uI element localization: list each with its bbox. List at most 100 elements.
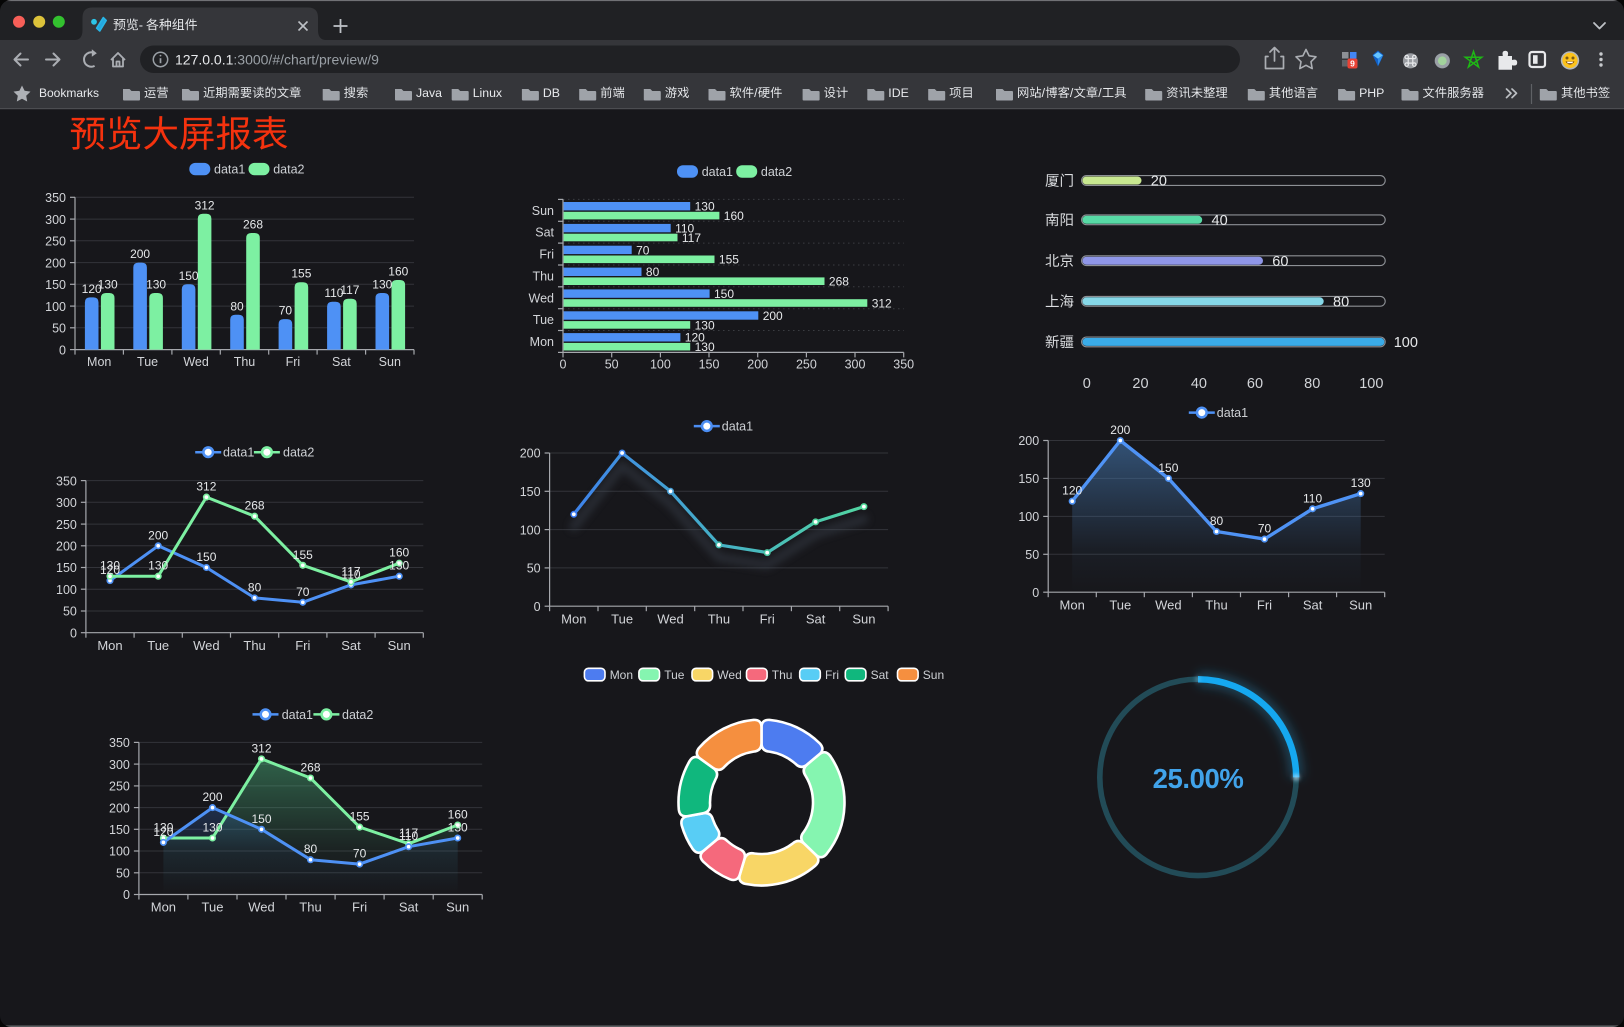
svg-text:70: 70: [296, 585, 310, 599]
svg-text:312: 312: [251, 741, 271, 755]
svg-text:100: 100: [56, 583, 77, 597]
svg-text:150: 150: [251, 812, 271, 826]
svg-text:Thu: Thu: [234, 355, 256, 369]
svg-text:50: 50: [527, 562, 541, 576]
svg-text:Mon: Mon: [530, 335, 554, 349]
svg-text:Wed: Wed: [717, 668, 741, 682]
svg-text:130: 130: [98, 278, 118, 292]
svg-text:Sun: Sun: [446, 900, 469, 915]
svg-text:data1: data1: [214, 163, 245, 177]
svg-text:Sat: Sat: [332, 355, 351, 369]
svg-text:DB: DB: [543, 86, 560, 100]
svg-text:150: 150: [109, 823, 130, 837]
svg-text:Tue: Tue: [1109, 597, 1131, 612]
svg-text:350: 350: [893, 358, 914, 372]
svg-text:data1: data1: [722, 420, 753, 434]
svg-text:Thu: Thu: [532, 269, 554, 283]
svg-text:300: 300: [56, 496, 77, 510]
svg-text:data2: data2: [342, 708, 373, 722]
svg-text:120: 120: [1062, 484, 1082, 498]
svg-text:130: 130: [202, 821, 222, 835]
svg-text:268: 268: [829, 275, 849, 289]
svg-text:Linux: Linux: [473, 86, 503, 100]
svg-text:20: 20: [1132, 376, 1148, 392]
svg-text:50: 50: [52, 322, 66, 336]
svg-text:70: 70: [279, 304, 293, 318]
svg-text:300: 300: [45, 213, 66, 227]
svg-text:150: 150: [179, 269, 199, 283]
svg-text:0: 0: [560, 358, 567, 372]
svg-text:IDE: IDE: [888, 86, 909, 100]
svg-text:130: 130: [695, 318, 715, 332]
svg-text:200: 200: [520, 447, 541, 461]
svg-text:50: 50: [1025, 548, 1039, 562]
svg-text:60: 60: [1247, 376, 1263, 392]
svg-text:100: 100: [650, 358, 671, 372]
svg-text:Thu: Thu: [708, 611, 730, 626]
svg-text:Sat: Sat: [535, 226, 554, 240]
svg-text:Wed: Wed: [248, 900, 275, 915]
svg-text:PHP: PHP: [1359, 86, 1384, 100]
svg-text:Mon: Mon: [1060, 597, 1085, 612]
svg-text:155: 155: [719, 253, 739, 267]
svg-text:40: 40: [1212, 213, 1228, 229]
svg-text:312: 312: [872, 296, 892, 310]
svg-text:/: /: [1070, 86, 1074, 100]
svg-text:100: 100: [1018, 510, 1039, 524]
svg-text:/: /: [1042, 86, 1046, 100]
svg-text:117: 117: [340, 283, 359, 297]
svg-text:268: 268: [300, 761, 320, 775]
svg-text:0: 0: [123, 888, 130, 902]
svg-text:150: 150: [56, 561, 77, 575]
svg-text:312: 312: [195, 198, 215, 212]
svg-text:Wed: Wed: [183, 355, 209, 369]
svg-text:Tue: Tue: [611, 611, 633, 626]
svg-text:Mon: Mon: [87, 355, 111, 369]
svg-text:200: 200: [130, 247, 150, 261]
svg-text:120: 120: [82, 282, 102, 296]
svg-text:120: 120: [153, 825, 173, 839]
svg-text:Sat: Sat: [399, 900, 419, 915]
svg-text:80: 80: [248, 580, 262, 594]
svg-text:9: 9: [1350, 59, 1355, 69]
svg-text:-: -: [139, 17, 143, 32]
svg-text:120: 120: [685, 331, 705, 345]
svg-text:160: 160: [448, 808, 468, 822]
svg-text:350: 350: [56, 474, 77, 488]
svg-text:130: 130: [389, 559, 409, 573]
svg-text:50: 50: [63, 605, 77, 619]
svg-text:Fri: Fri: [295, 638, 310, 653]
svg-text:0: 0: [534, 600, 541, 614]
svg-text:117: 117: [682, 231, 701, 245]
svg-text:130: 130: [1351, 476, 1371, 490]
svg-text:160: 160: [724, 209, 744, 223]
svg-text:80: 80: [1304, 376, 1320, 392]
svg-text:100: 100: [45, 300, 66, 314]
svg-text:100: 100: [1359, 376, 1383, 392]
svg-text:Sun: Sun: [852, 611, 875, 626]
svg-text:Tue: Tue: [202, 900, 224, 915]
svg-text:100: 100: [1394, 335, 1418, 351]
svg-text:data1: data1: [702, 165, 733, 179]
svg-text:200: 200: [1110, 423, 1130, 437]
svg-text:80: 80: [646, 265, 660, 279]
svg-text:Sun: Sun: [532, 204, 554, 218]
svg-text:130: 130: [100, 559, 120, 573]
svg-text:130: 130: [372, 278, 392, 292]
svg-text:80: 80: [230, 299, 244, 313]
svg-text:Sat: Sat: [341, 638, 361, 653]
svg-text:Fri: Fri: [825, 668, 839, 682]
svg-text:130: 130: [695, 340, 715, 354]
svg-text:150: 150: [1158, 461, 1178, 475]
svg-text:20: 20: [1151, 174, 1167, 190]
svg-text:0: 0: [1083, 376, 1091, 392]
svg-text:Sat: Sat: [806, 611, 826, 626]
svg-text:268: 268: [245, 499, 265, 513]
svg-text:Tue: Tue: [664, 668, 685, 682]
svg-text:155: 155: [350, 810, 370, 824]
svg-text:250: 250: [56, 518, 77, 532]
svg-text:Sat: Sat: [1303, 597, 1323, 612]
svg-text:150: 150: [520, 485, 541, 499]
svg-text:Thu: Thu: [1205, 597, 1227, 612]
svg-text:110: 110: [324, 286, 343, 300]
